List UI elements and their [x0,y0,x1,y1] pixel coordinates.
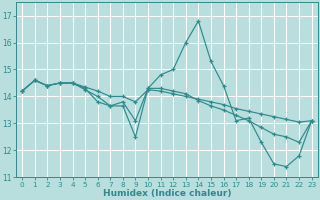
X-axis label: Humidex (Indice chaleur): Humidex (Indice chaleur) [103,189,231,198]
